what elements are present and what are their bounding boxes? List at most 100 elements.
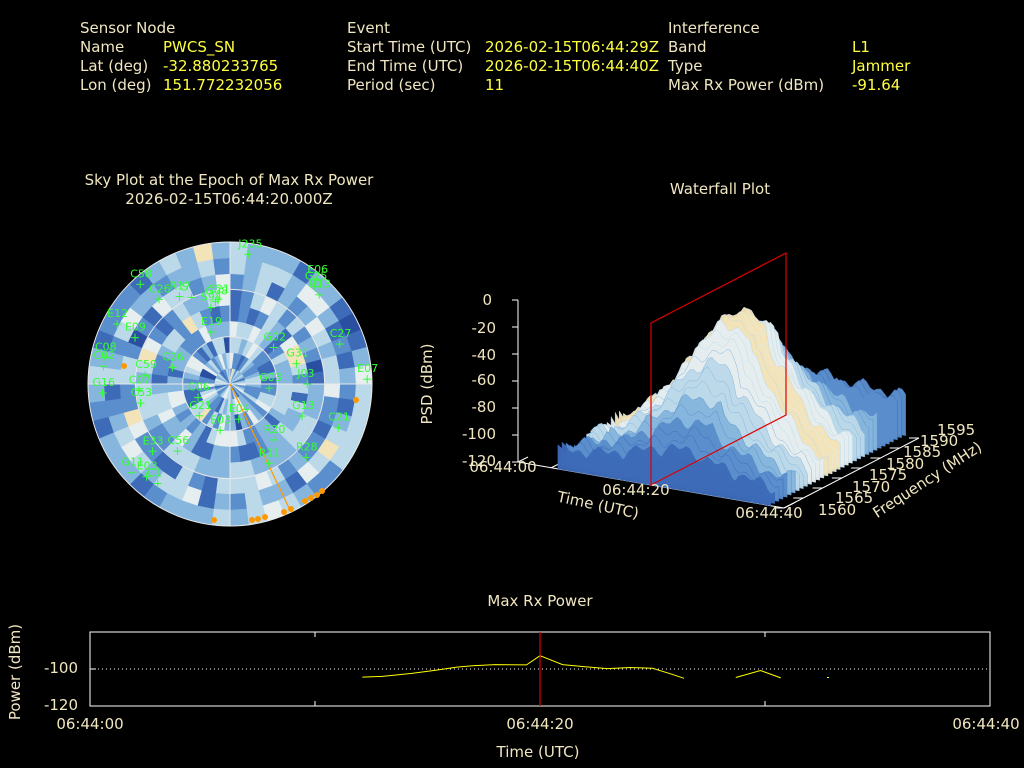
- satellite-label: E06: [307, 263, 328, 276]
- x-axis-label: Time (UTC): [496, 743, 580, 761]
- satellite-label: J235: [237, 237, 262, 250]
- sensor-lat-label: Lat (deg): [80, 57, 149, 75]
- sky-cell: [88, 383, 106, 403]
- event-period-value: 11: [485, 76, 505, 94]
- satellite-label: R17: [170, 280, 192, 293]
- jammer-detection-marker: [262, 514, 268, 520]
- event-period-label: Period (sec): [347, 76, 436, 94]
- jammer-detection-marker: [314, 492, 320, 498]
- satellite-label: G11: [122, 456, 145, 469]
- satellite-label: R20: [264, 423, 286, 436]
- event-heading: Event: [347, 19, 390, 37]
- waterfall-title: Waterfall Plot: [669, 180, 771, 198]
- y-tick-minus100: -100: [44, 659, 78, 677]
- satellite-G02: G02: [264, 330, 286, 352]
- satellite-label: C58: [130, 267, 152, 280]
- satellite-C07: C07: [129, 373, 150, 395]
- satellite-E19: E19: [201, 315, 222, 337]
- sensor-lon-label: Lon (deg): [80, 76, 152, 94]
- waterfall-ribbon: [557, 444, 771, 506]
- satellite-label: E03: [137, 460, 158, 473]
- jammer-detection-marker: [249, 517, 255, 523]
- satellite-C26: C26: [149, 282, 171, 304]
- satellite-S: S: [181, 281, 196, 302]
- satellite-R28: R28: [296, 440, 318, 462]
- satellite-G21: G21: [189, 399, 212, 420]
- sensor-name-label: Name: [80, 38, 125, 56]
- satellite-S94: S94: [201, 290, 222, 312]
- power-series: [362, 655, 829, 679]
- x-tick-2: 06:44:40: [735, 504, 802, 522]
- x-tick-mid: 06:44:20: [506, 715, 573, 733]
- jammer-detection-marker: [288, 506, 294, 512]
- satellite-G11: G11: [122, 456, 145, 477]
- satellite-label: G31: [286, 347, 309, 360]
- satellite-G16: G16: [93, 376, 115, 397]
- y-tick-1585: 1585: [903, 443, 941, 461]
- x-tick-start: 06:44:00: [56, 715, 123, 733]
- y-tick-1580: 1580: [886, 455, 924, 473]
- satellite-E04: E04: [229, 402, 250, 424]
- satellite-E03b: E03: [137, 460, 158, 481]
- sky-cell: [229, 508, 249, 526]
- satellite-label: E04: [229, 402, 250, 415]
- x-tick-end: 06:44:40: [952, 715, 1019, 733]
- event-start-value: 2026-02-15T06:44:29Z: [485, 38, 659, 56]
- interference-power-value: -91.64: [852, 76, 901, 94]
- satellite-C21b: C21: [328, 411, 350, 432]
- event-start-label: Start Time (UTC): [347, 38, 472, 56]
- interference-power-label: Max Rx Power (dBm): [668, 76, 825, 94]
- jammer-bearing-line: [229, 383, 291, 511]
- satellite-label: C1: [148, 467, 163, 480]
- jammer-detection-marker: [211, 517, 217, 523]
- satellite-J03: J03: [296, 367, 315, 388]
- jammer-detection-marker: [308, 495, 314, 501]
- interference-band-value: L1: [852, 38, 870, 56]
- satellite-label: G21: [189, 399, 212, 412]
- satellite-J235: J235: [237, 237, 262, 259]
- sensor-lon-value: 151.772232056: [163, 76, 283, 94]
- satellite-label: R13: [309, 278, 331, 291]
- event-end-value: 2026-02-15T06:44:40Z: [485, 57, 659, 75]
- satellite-C02: C02: [93, 349, 115, 371]
- satellite-E33: E33: [143, 434, 164, 456]
- satellite-G03: G03: [259, 371, 282, 393]
- satellite-label: S: [181, 281, 188, 294]
- satellite-label: C59: [135, 358, 157, 371]
- satellite-label: R28: [296, 440, 318, 453]
- x-tick-1: 06:44:20: [602, 481, 669, 499]
- skyplot-subtitle: 2026-02-15T06:44:20.000Z: [125, 190, 333, 208]
- satellite-C58: C58: [130, 267, 152, 289]
- z-axis-label: PSD (dBm): [418, 343, 436, 424]
- satellite-label: C26: [149, 282, 171, 295]
- satellite-C59: C59: [135, 358, 157, 380]
- jammer-detection-marker: [302, 498, 308, 504]
- satellite-C53: C53: [130, 386, 152, 408]
- z-tick-20: -20: [472, 319, 497, 337]
- waterfall-surface: [557, 306, 906, 506]
- satellite-label: E07: [357, 362, 378, 375]
- interference-band-label: Band: [668, 38, 707, 56]
- satellite-label: C02: [93, 349, 115, 362]
- satellite-R13: R13: [309, 278, 331, 299]
- event-end-label: End Time (UTC): [347, 57, 464, 75]
- satellite-G31: G31: [286, 347, 309, 368]
- satellite-label: C53: [130, 386, 152, 399]
- y-tick-1560: 1560: [818, 501, 856, 519]
- y-tick-1570: 1570: [852, 478, 890, 496]
- time-tick-mark: [517, 456, 529, 463]
- satellite-C08: C08: [95, 340, 117, 362]
- satellite-label: G08: [205, 285, 228, 298]
- satellite-E03: E03: [210, 413, 231, 435]
- sensor-name-value: PWCS_SN: [163, 38, 236, 56]
- jammer-detection-marker: [121, 363, 127, 369]
- z-tick-120: -120: [462, 452, 496, 470]
- y-tick-1565: 1565: [835, 489, 873, 507]
- satellite-label: E09: [125, 321, 146, 334]
- satellite-C27: C27: [330, 327, 351, 349]
- satellite-E09: E09: [125, 321, 146, 342]
- satellite-E07: E07: [357, 362, 378, 384]
- satellite-label: C21: [328, 411, 350, 424]
- y-axis-label: Power (dBm): [6, 624, 24, 720]
